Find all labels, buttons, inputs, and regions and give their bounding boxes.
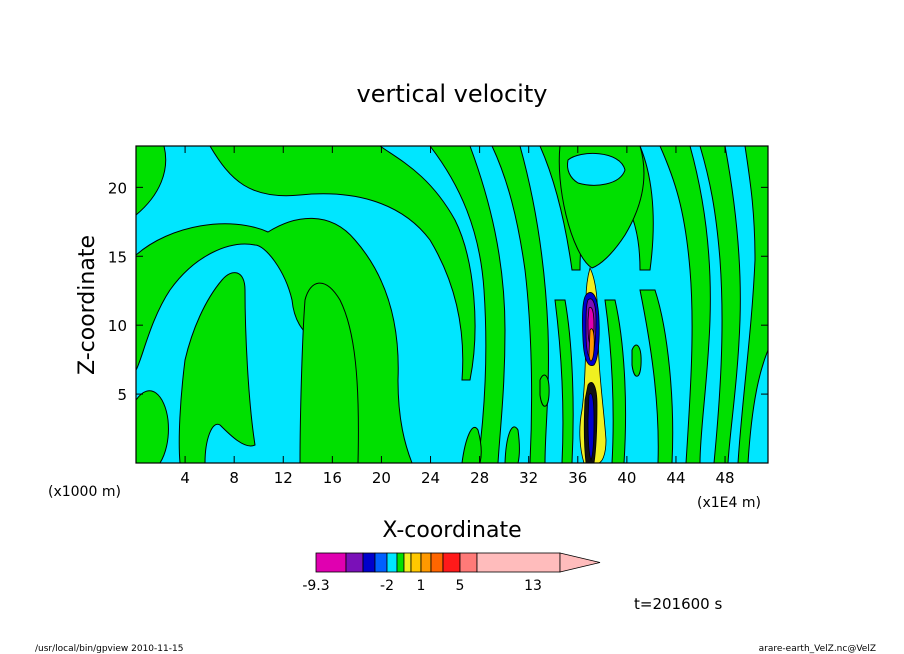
- colorbar-swatch: [362, 552, 376, 573]
- green-strip-lower-left: [136, 390, 169, 463]
- cyan-cap: [567, 152, 626, 186]
- colorbar-swatch: [396, 552, 405, 573]
- footer-right: arare-earth_VelZ.nc@VelZ: [759, 644, 876, 654]
- green-stripe-1: [429, 146, 506, 463]
- x-unit-left: (x1000 m): [48, 484, 121, 500]
- green-stripe-8: [699, 146, 741, 463]
- jet-dark-blue-core: [587, 393, 595, 462]
- colorbar-tick-label: 5: [456, 578, 465, 594]
- colorbar-swatch: [430, 552, 444, 573]
- colorbar-tick-label: 1: [417, 578, 426, 594]
- green-band-right-edge: [737, 146, 768, 463]
- green-pillar-right: [255, 282, 359, 463]
- colorbar-tick-label: 13: [524, 578, 542, 594]
- green-stripe-6: [639, 289, 674, 463]
- y-tick-label: 5: [117, 386, 127, 404]
- y-tick-label: 20: [108, 179, 127, 197]
- colorbar-swatch: [386, 552, 398, 573]
- colorbar-arrow: [559, 552, 601, 573]
- x-tick-label: 20: [372, 469, 391, 487]
- colorbar: -9.3 -2 1 5 13: [302, 552, 601, 594]
- convective-jet: [579, 266, 607, 463]
- colorbar-swatch: [420, 552, 432, 573]
- footer-left: /usr/local/bin/gpview 2010-11-15: [35, 644, 183, 654]
- colorbar-swatch: [315, 552, 347, 573]
- colorbar-swatch: [476, 552, 561, 573]
- time-label: t=201600 s: [634, 595, 722, 613]
- x-tick-label: 12: [274, 469, 293, 487]
- green-band-upper-left: [136, 146, 167, 216]
- colorbar-swatch: [345, 552, 364, 573]
- colorbar-swatch: [374, 552, 388, 573]
- green-stripe-4: [554, 299, 574, 463]
- y-tick-label: 10: [108, 317, 127, 335]
- green-blob-1: [461, 427, 482, 463]
- green-blob-3: [539, 374, 550, 407]
- colorbar-swatch: [403, 552, 412, 573]
- x-tick-label: 40: [617, 469, 636, 487]
- x-tick-label: 48: [716, 469, 735, 487]
- plot-frame: [135, 145, 769, 464]
- x-tick-label: 24: [421, 469, 440, 487]
- x-tick-label: 16: [323, 469, 342, 487]
- x-axis-label: X-coordinate: [382, 518, 521, 543]
- x-tick-label: 28: [470, 469, 489, 487]
- jet-orange: [588, 328, 595, 362]
- y-axis-label: Z-coordinate: [75, 235, 100, 375]
- green-stripe-5: [604, 299, 627, 463]
- green-stripe-2: [491, 146, 549, 463]
- x-tick-label: 44: [666, 469, 685, 487]
- colorbar-swatch: [459, 552, 478, 573]
- plot-field: [136, 146, 768, 463]
- x-tick-label: 36: [568, 469, 587, 487]
- chart-title: vertical velocity: [357, 80, 548, 108]
- green-band-upper-middle: [209, 146, 476, 381]
- green-stripe-7: [659, 146, 711, 463]
- x-tick-label: 32: [519, 469, 538, 487]
- green-blob-4: [631, 344, 642, 377]
- y-tick-label: 15: [108, 248, 127, 266]
- green-regions: [136, 146, 768, 463]
- colorbar-tick-label: -2: [380, 578, 394, 594]
- colorbar-swatch: [410, 552, 422, 573]
- green-pillar: [178, 272, 256, 463]
- colorbar-tick-label: -9.3: [302, 578, 329, 594]
- x-tick-label: 8: [229, 469, 239, 487]
- colorbar-swatch: [442, 552, 461, 573]
- green-blob-2: [504, 426, 520, 463]
- x-unit-right: (x1E4 m): [697, 495, 761, 511]
- x-tick-label: 4: [180, 469, 190, 487]
